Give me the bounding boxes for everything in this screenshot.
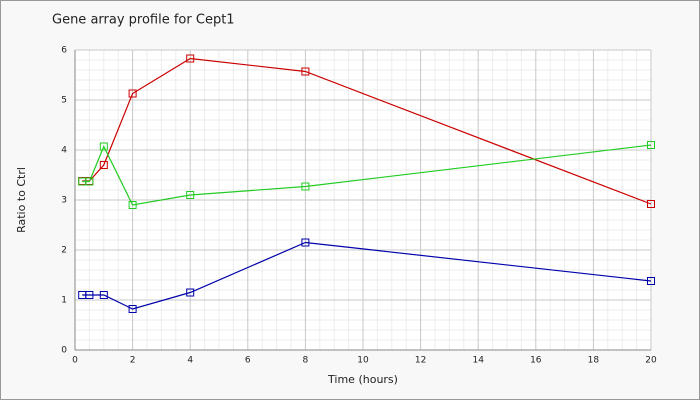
point-marker (128, 89, 137, 98)
point-marker (186, 191, 195, 199)
series-line (82, 144, 652, 206)
point-marker (647, 141, 655, 149)
y-tick-label: 4 (61, 146, 67, 156)
y-tick-label: 6 (61, 46, 67, 56)
point-marker (647, 277, 655, 285)
point-marker (99, 161, 108, 169)
x-tick-label: 20 (645, 356, 657, 366)
x-tick-label: 2 (130, 356, 136, 366)
y-tick-label: 2 (61, 246, 67, 256)
point-marker (99, 291, 108, 299)
series-line (82, 241, 652, 310)
x-tick-label: 10 (357, 356, 369, 366)
point-marker (186, 288, 195, 297)
point-marker (647, 200, 655, 208)
x-tick-label: 14 (472, 356, 484, 366)
x-tick-label: 6 (245, 356, 251, 366)
point-marker (301, 238, 310, 247)
x-tick-label: 12 (415, 356, 426, 366)
y-tick-label: 3 (61, 196, 67, 206)
point-marker (301, 182, 310, 191)
x-tick-label: 0 (72, 356, 78, 366)
point-marker (301, 67, 310, 76)
point-marker (99, 142, 108, 151)
point-marker (128, 305, 137, 313)
y-axis-label: Ratio to Ctrl (15, 167, 28, 233)
x-tick-label: 4 (187, 356, 193, 366)
point-marker (85, 177, 94, 186)
chart-title: Gene array profile for Cept1 (52, 13, 235, 28)
y-tick-label: 1 (61, 296, 67, 306)
x-tick-label: 16 (530, 356, 542, 366)
point-marker (186, 54, 195, 63)
y-tick-label: 0 (61, 346, 67, 356)
x-tick-label: 18 (588, 356, 600, 366)
point-marker (85, 291, 94, 299)
x-tick-label: 8 (303, 356, 309, 366)
x-axis-label: Time (hours) (327, 373, 398, 386)
y-tick-label: 5 (61, 96, 67, 106)
point-marker (128, 201, 137, 209)
